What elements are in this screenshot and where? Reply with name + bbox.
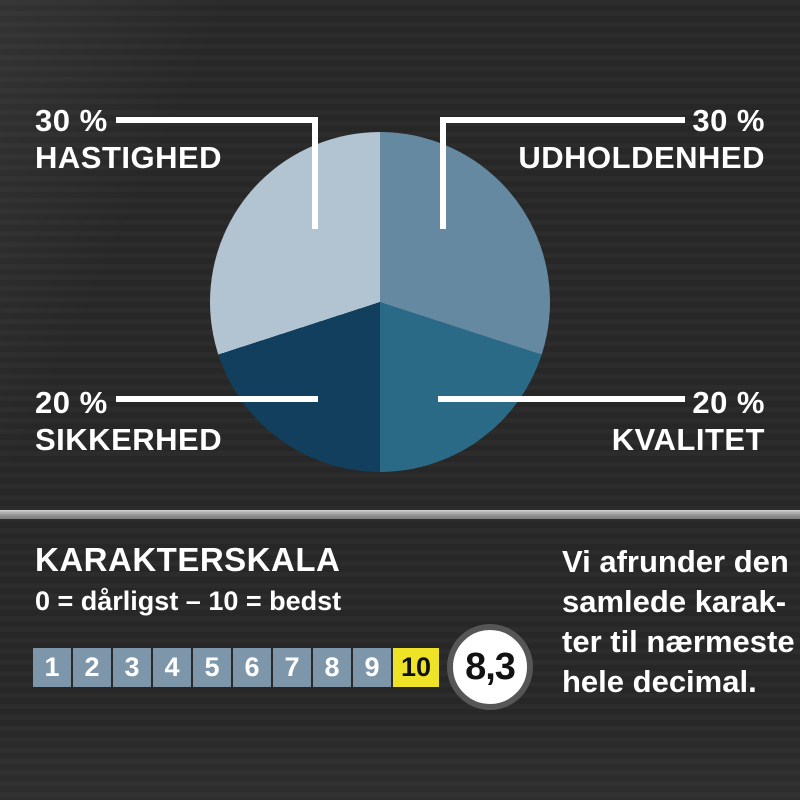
label-hastighed-name: HASTIGHED	[35, 140, 223, 175]
leader-line-bottom-left	[116, 396, 318, 402]
note-line: ter til nærmeste	[562, 624, 795, 659]
score-value: 8,3	[465, 645, 516, 688]
scale-row: 1 2 3 4 5 6 7 8 9 10	[33, 648, 439, 687]
leader-line-top-right-horizontal	[440, 117, 685, 123]
note-line: Vi afrunder den	[562, 544, 789, 579]
label-udholdenhed-name: UDHOLDENHED	[518, 140, 765, 175]
note-line: samlede karak-	[562, 584, 787, 619]
scale-title: KARAKTERSKALA	[35, 541, 341, 578]
score-badge: 8,3	[447, 624, 533, 710]
label-kvalitet-name: KVALITET	[611, 422, 765, 457]
scale-box-6: 6	[233, 648, 271, 687]
leader-line-top-left-vertical	[312, 117, 318, 229]
scale-box-3: 3	[113, 648, 151, 687]
scale-box-10: 10	[393, 648, 439, 687]
label-sikkerhed-name: SIKKERHED	[35, 422, 223, 457]
label-kvalitet: 20 % KVALITET	[612, 384, 765, 458]
scale-box-8: 8	[313, 648, 351, 687]
note-line: hele decimal.	[562, 664, 757, 699]
scale-box-9: 9	[353, 648, 391, 687]
label-sikkerhed-pct: 20 %	[35, 385, 108, 420]
label-udholdenhed: 30 % UDHOLDENHED	[518, 102, 765, 176]
label-hastighed: 30 % HASTIGHED	[35, 102, 222, 176]
leader-line-bottom-right	[438, 396, 685, 402]
section-divider	[0, 510, 800, 519]
scale-subtitle: 0 = dårligst – 10 = bedst	[35, 586, 342, 616]
label-hastighed-pct: 30 %	[35, 103, 108, 138]
label-kvalitet-pct: 20 %	[692, 385, 765, 420]
rounding-note: Vi afrunder den samlede karak-ter til nær…	[562, 542, 795, 702]
label-sikkerhed: 20 % SIKKERHED	[35, 384, 222, 458]
scale-box-5: 5	[193, 648, 231, 687]
leader-line-top-right-vertical	[440, 117, 446, 229]
scale-box-1: 1	[33, 648, 71, 687]
label-udholdenhed-pct: 30 %	[692, 103, 765, 138]
scale-box-7: 7	[273, 648, 311, 687]
pie-chart	[210, 132, 550, 472]
leader-line-top-left-horizontal	[116, 117, 318, 123]
scale-box-2: 2	[73, 648, 111, 687]
scale-box-4: 4	[153, 648, 191, 687]
